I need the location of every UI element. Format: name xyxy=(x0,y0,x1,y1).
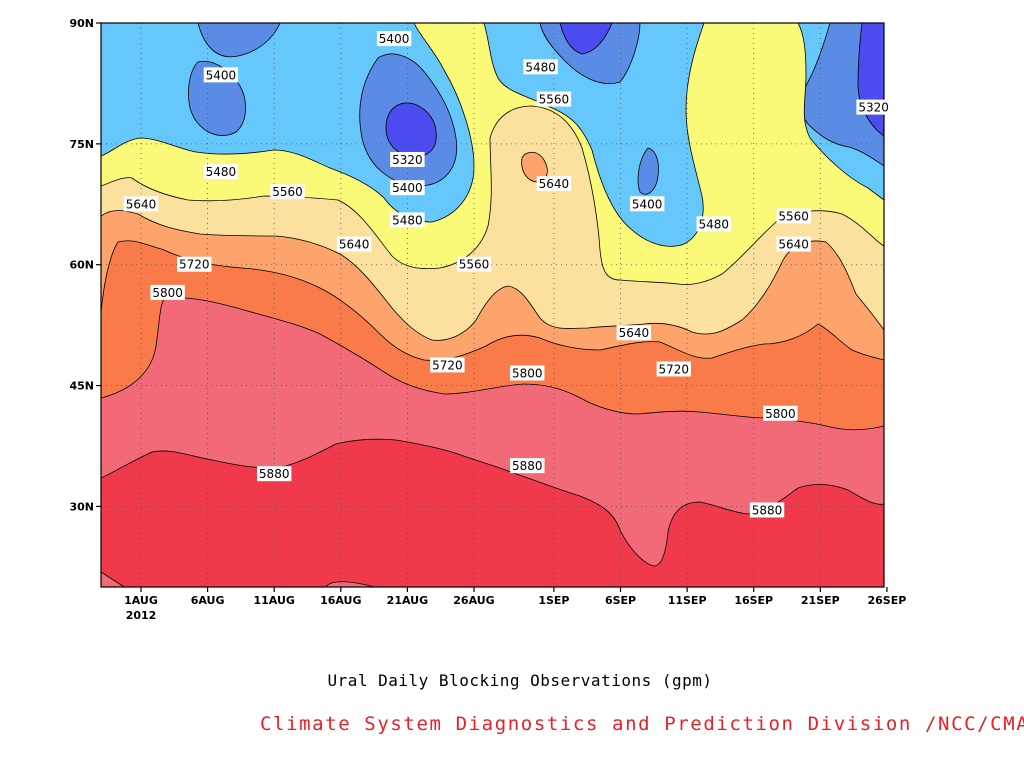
x-tick-label: 1AUG xyxy=(124,594,158,607)
contour-label: 5480 xyxy=(392,213,423,227)
contour-label: 5720 xyxy=(179,258,210,272)
contour-label: 5560 xyxy=(272,185,303,199)
contour-label: 5560 xyxy=(778,209,809,223)
x-tick-label: 21SEP xyxy=(801,594,840,607)
contour-label: 5320 xyxy=(858,101,889,115)
contour-label-box xyxy=(510,365,545,381)
x-tick-label: 11SEP xyxy=(668,594,707,607)
x-tick-label: 6AUG xyxy=(191,594,225,607)
contour-label: 5640 xyxy=(539,177,570,191)
grid xyxy=(101,23,884,587)
x-year-label: 2012 xyxy=(126,609,157,622)
contour-labels: 5400 5400 5480 5560 5320 5480 5560 5400 5640 5400… xyxy=(123,31,891,518)
contour-label: 5800 xyxy=(512,366,543,380)
contour-label-box xyxy=(203,67,239,83)
contour-label: 5800 xyxy=(152,286,183,300)
contour-label: 5320 xyxy=(392,153,423,167)
contour-label-box xyxy=(150,284,185,300)
contour-label-box xyxy=(177,256,212,272)
band-5800-5880-bottom xyxy=(101,571,125,587)
band-lt-5320-b xyxy=(559,23,613,55)
contour-label: 5800 xyxy=(765,407,796,421)
contour-label: 5640 xyxy=(619,326,650,340)
contour-label: 5480 xyxy=(698,217,729,231)
contour-label: 5400 xyxy=(206,68,237,82)
y-tick-label: 75N xyxy=(69,138,94,151)
contour-label-box xyxy=(629,196,665,212)
x-tick-label: 1SEP xyxy=(538,594,569,607)
contour-label-box xyxy=(123,196,159,212)
contour-label-box xyxy=(749,502,785,518)
x-tick-label: 21AUG xyxy=(387,594,428,607)
chart-caption: Ural Daily Blocking Observations (gpm) xyxy=(327,671,713,690)
band-lt-5320-a xyxy=(385,102,437,158)
contour-label-box xyxy=(616,325,652,341)
contour-label-box xyxy=(456,256,492,272)
band-5320-5400-e xyxy=(637,147,659,195)
contour-label-box xyxy=(510,458,545,474)
contour-label-box xyxy=(536,91,572,107)
contour-label: 5880 xyxy=(512,459,543,473)
contour-label: 5400 xyxy=(632,197,663,211)
contour-label-box xyxy=(430,357,465,373)
credit-text: Climate System Diagnostics and Predictio… xyxy=(260,713,1024,735)
contour-label: 5400 xyxy=(379,32,410,46)
contour-label: 5640 xyxy=(778,238,809,252)
contour-label-box xyxy=(856,99,891,115)
contour-label: 5560 xyxy=(539,93,570,107)
contour-label-box xyxy=(376,31,412,47)
contour-label-box xyxy=(776,208,811,224)
contour-label-box xyxy=(336,236,372,252)
x-tick-label: 11AUG xyxy=(253,594,294,607)
contour-label: 5880 xyxy=(752,503,783,517)
x-tick-label: 26AUG xyxy=(453,594,494,607)
contour-label: 5640 xyxy=(339,238,370,252)
band-5560-5640-island xyxy=(521,151,548,183)
contour-label: 5560 xyxy=(459,258,490,272)
contour-label-box xyxy=(776,236,811,252)
contour-label-box xyxy=(536,176,572,192)
y-axis: 30N 45N 60N 75N 90N xyxy=(69,17,101,513)
y-tick-label: 60N xyxy=(69,259,94,272)
contour-label-box xyxy=(390,151,425,167)
contour-label-box xyxy=(203,164,239,180)
contour-label-box xyxy=(696,216,731,232)
contour-label: 5640 xyxy=(126,197,157,211)
x-tick-label: 6SEP xyxy=(605,594,636,607)
y-tick-label: 90N xyxy=(69,17,94,30)
x-tick-label: 16SEP xyxy=(734,594,773,607)
contour-label-box xyxy=(390,212,425,228)
contour-label-box xyxy=(257,466,292,482)
contour-label: 5480 xyxy=(206,165,237,179)
contour-label-box xyxy=(763,405,798,421)
contour-label-box xyxy=(270,184,305,200)
band-5320-5400-a xyxy=(197,23,281,58)
x-tick-label: 16AUG xyxy=(320,594,361,607)
contour-label: 5480 xyxy=(525,60,556,74)
band-5320-5400-d xyxy=(539,23,641,84)
plot-area xyxy=(101,23,884,587)
contour-label: 5400 xyxy=(392,181,423,195)
contour-label: 5720 xyxy=(659,362,690,376)
contour-label-box xyxy=(656,361,691,377)
contour-label-box xyxy=(523,59,558,75)
y-tick-label: 30N xyxy=(69,500,94,513)
x-tick-label: 26SEP xyxy=(868,594,907,607)
plot-frame xyxy=(100,22,885,588)
x-axis: 1AUG 6AUG 11AUG 16AUG 21AUG 26AUG 1SEP 6SEP 11SE… xyxy=(124,587,906,607)
contour-label: 5880 xyxy=(259,467,290,481)
contour-label: 5720 xyxy=(432,358,463,372)
y-tick-label: 45N xyxy=(69,380,94,393)
contour-label-box xyxy=(390,180,425,196)
